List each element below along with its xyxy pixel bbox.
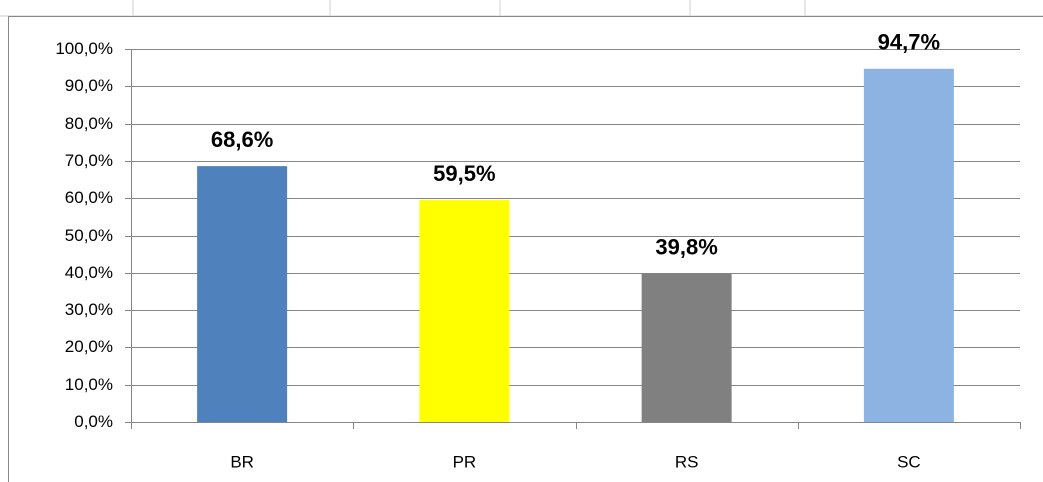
y-tick-label: 90,0% bbox=[65, 76, 113, 95]
bar bbox=[863, 68, 954, 423]
value-label: 68,6% bbox=[211, 127, 273, 152]
x-tick-label: SC bbox=[897, 452, 921, 471]
y-tick-label: 20,0% bbox=[65, 337, 113, 356]
y-tick-label: 60,0% bbox=[65, 188, 113, 207]
y-tick-label: 70,0% bbox=[65, 151, 113, 170]
y-tick-label: 30,0% bbox=[65, 300, 113, 319]
x-tick-label: RS bbox=[675, 452, 699, 471]
y-tick-label: 50,0% bbox=[65, 226, 113, 245]
x-tick-label: PR bbox=[453, 452, 477, 471]
x-tick-label: BR bbox=[230, 452, 254, 471]
value-label: 94,7% bbox=[878, 30, 940, 55]
bar bbox=[641, 273, 732, 422]
bar bbox=[419, 200, 510, 422]
bar bbox=[197, 166, 288, 422]
y-tick-label: 80,0% bbox=[65, 114, 113, 133]
y-tick-label: 0,0% bbox=[74, 412, 113, 431]
value-label: 39,8% bbox=[655, 234, 717, 259]
y-tick-label: 40,0% bbox=[65, 263, 113, 282]
y-tick-label: 100,0% bbox=[55, 39, 113, 58]
y-tick-label: 10,0% bbox=[65, 375, 113, 394]
value-label: 59,5% bbox=[433, 161, 495, 186]
